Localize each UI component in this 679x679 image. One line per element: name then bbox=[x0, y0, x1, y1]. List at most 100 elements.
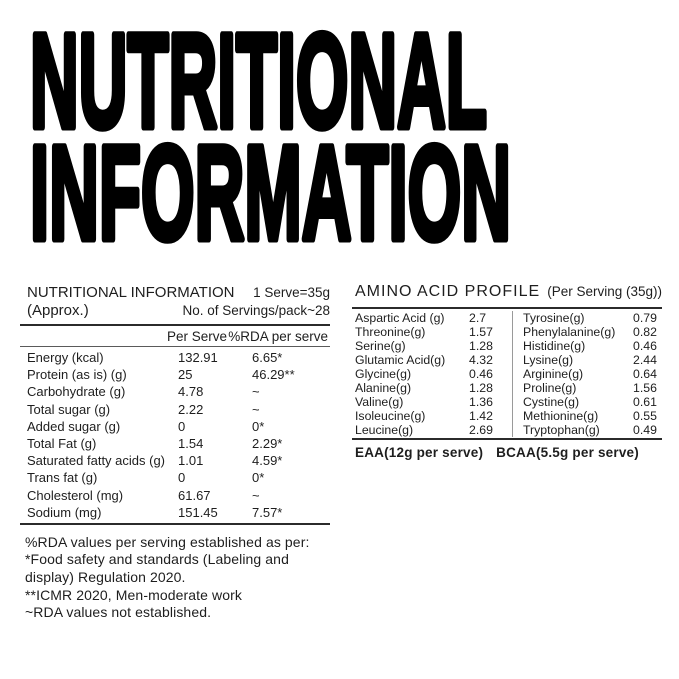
amino-acid-value: 1.28 bbox=[469, 381, 493, 395]
rda-value: 0* bbox=[252, 418, 265, 434]
rda-value: 2.29* bbox=[252, 435, 283, 451]
nutrition-table-title-approx: (Approx.) bbox=[27, 301, 89, 319]
table-row: Total Fat (g) 1.54 2.29* bbox=[20, 435, 330, 452]
nutrition-table-header: NUTRITIONAL INFORMATION (Approx.) 1 Serv… bbox=[20, 281, 330, 326]
amino-acid-value: 1.57 bbox=[469, 325, 493, 339]
eaa-total: EAA(12g per serve) bbox=[355, 445, 484, 460]
nutrition-table-title: NUTRITIONAL INFORMATION bbox=[27, 284, 235, 301]
amino-acid-value: 2.44 bbox=[633, 353, 657, 367]
amino-acid-label: Proline(g) bbox=[523, 381, 577, 395]
table-row: Saturated fatty acids (g) 1.01 4.59* bbox=[20, 452, 330, 469]
rda-value: ~ bbox=[252, 487, 260, 503]
rda-value: ~ bbox=[252, 401, 260, 417]
rda-column-header: %RDA per serve bbox=[228, 329, 328, 344]
nutrition-column-headers: Per Serve %RDA per serve bbox=[20, 326, 330, 347]
table-row: Leucine(g) 2.69 bbox=[352, 423, 512, 437]
rda-value: 6.65* bbox=[252, 350, 283, 365]
per-serve-value: 0 bbox=[178, 418, 186, 434]
amino-acid-label: Serine(g) bbox=[355, 339, 406, 353]
table-row: Arginine(g) 0.64 bbox=[523, 367, 662, 381]
amino-acid-label: Alanine(g) bbox=[355, 381, 412, 395]
table-row: Alanine(g) 1.28 bbox=[352, 381, 512, 395]
table-row: Valine(g) 1.36 bbox=[352, 395, 512, 409]
amino-acid-value: 1.36 bbox=[469, 395, 493, 409]
amino-acid-value: 4.32 bbox=[469, 353, 493, 367]
amino-acid-value: 0.55 bbox=[633, 409, 657, 423]
table-row: Histidine(g) 0.46 bbox=[523, 339, 662, 353]
footnote-line: %RDA values per serving established as p… bbox=[25, 533, 310, 550]
table-row: Proline(g) 1.56 bbox=[523, 381, 662, 395]
amino-acid-value: 0.79 bbox=[633, 311, 657, 325]
amino-acid-label: Cystine(g) bbox=[523, 395, 580, 409]
amino-acid-value: 1.56 bbox=[633, 381, 657, 395]
amino-acid-value: 0.82 bbox=[633, 325, 657, 339]
page-title: NUTRITIONAL INFORMATION bbox=[27, 4, 515, 261]
table-row: Phenylalanine(g) 0.82 bbox=[523, 325, 662, 339]
nutrient-label: Trans fat (g) bbox=[27, 470, 98, 486]
nutritional-information-table: NUTRITIONAL INFORMATION (Approx.) 1 Serv… bbox=[20, 281, 330, 622]
table-row: Carbohydrate (g) 4.78 ~ bbox=[20, 383, 330, 400]
table-row: Isoleucine(g) 1.42 bbox=[352, 409, 512, 423]
table-row: Tyrosine(g) 0.79 bbox=[523, 311, 662, 325]
nutrient-label: Saturated fatty acids (g) bbox=[27, 453, 166, 469]
amino-acid-label: Leucine(g) bbox=[355, 423, 414, 437]
footnote-line: *Food safety and standards (Labeling and… bbox=[25, 551, 289, 586]
rda-value: 7.57* bbox=[252, 504, 283, 520]
table-row: Serine(g) 1.28 bbox=[352, 339, 512, 353]
table-row: Glycine(g) 0.46 bbox=[352, 367, 512, 381]
amino-column-right: Tyrosine(g) 0.79 Phenylalanine(g) 0.82 Histi… bbox=[512, 311, 662, 437]
amino-acid-label: Tryptophan(g) bbox=[523, 423, 600, 437]
nutrient-label: Energy (kcal) bbox=[27, 350, 104, 365]
table-row: Cystine(g) 0.61 bbox=[523, 395, 662, 409]
per-serve-value: 132.91 bbox=[178, 350, 218, 365]
table-row: Aspartic Acid (g) 2.7 bbox=[352, 311, 512, 325]
per-serve-value: 1.01 bbox=[178, 453, 204, 469]
amino-acid-label: Lysine(g) bbox=[523, 353, 574, 367]
table-row: Methionine(g) 0.55 bbox=[523, 409, 662, 423]
table-row: Added sugar (g) 0 0* bbox=[20, 418, 330, 435]
table-row: Trans fat (g) 0 0* bbox=[20, 469, 330, 486]
per-serve-value: 2.22 bbox=[178, 401, 204, 417]
nutrient-label: Added sugar (g) bbox=[27, 418, 121, 434]
rda-value: 0* bbox=[252, 470, 265, 486]
nutrient-label: Total sugar (g) bbox=[27, 401, 111, 417]
amino-acid-value: 1.42 bbox=[469, 409, 493, 423]
amino-acid-value: 0.61 bbox=[633, 395, 657, 409]
rda-value: 46.29** bbox=[252, 367, 295, 383]
footnotes: %RDA values per serving established as p… bbox=[20, 525, 328, 622]
page-title-line1: NUTRITIONAL bbox=[30, 7, 487, 156]
rda-value: 4.59* bbox=[252, 453, 283, 469]
nutrient-label: Sodium (mg) bbox=[27, 504, 102, 520]
table-row: Energy (kcal) 132.91 6.65* bbox=[20, 349, 330, 366]
amino-acid-value: 0.49 bbox=[633, 423, 657, 437]
nutrient-label: Carbohydrate (g) bbox=[27, 384, 126, 400]
table-row: Threonine(g) 1.57 bbox=[352, 325, 512, 339]
amino-acid-label: Glycine(g) bbox=[355, 367, 412, 381]
table-row: Glutamic Acid(g) 4.32 bbox=[352, 353, 512, 367]
nutrient-label: Total Fat (g) bbox=[27, 435, 97, 451]
amino-table-body: Aspartic Acid (g) 2.7 Threonine(g) 1.57 Seri… bbox=[352, 309, 662, 440]
table-row: Total sugar (g) 2.22 ~ bbox=[20, 401, 330, 418]
per-serve-value: 61.67 bbox=[178, 487, 211, 503]
table-row: Sodium (mg) 151.45 7.57* bbox=[20, 504, 330, 521]
amino-acid-label: Threonine(g) bbox=[355, 325, 426, 339]
servings-per-pack: No. of Servings/pack~28 bbox=[182, 302, 330, 318]
bcaa-total: BCAA(5.5g per serve) bbox=[496, 445, 639, 460]
amino-acid-value: 2.69 bbox=[469, 423, 493, 437]
nutrition-rows: Energy (kcal) 132.91 6.65* Protein (as is) … bbox=[20, 347, 330, 525]
serving-size: 1 Serve=35g bbox=[253, 285, 330, 300]
amino-table-header: AMINO ACID PROFILE (Per Serving (35g)) bbox=[352, 283, 662, 309]
amino-acid-label: Arginine(g) bbox=[523, 367, 584, 381]
per-serve-value: 151.45 bbox=[178, 504, 218, 520]
amino-acid-value: 0.46 bbox=[469, 367, 493, 381]
amino-acid-label: Valine(g) bbox=[355, 395, 404, 409]
per-serve-column-header: Per Serve bbox=[167, 329, 228, 344]
amino-table-title: AMINO ACID PROFILE bbox=[355, 283, 541, 300]
per-serve-value: 25 bbox=[178, 367, 193, 383]
amino-acid-value: 0.64 bbox=[633, 367, 657, 381]
footnote-line: ~RDA values not established. bbox=[25, 604, 212, 621]
per-serve-value: 4.78 bbox=[178, 384, 204, 400]
amino-acid-value: 2.7 bbox=[469, 311, 487, 325]
rda-value: ~ bbox=[252, 384, 260, 400]
